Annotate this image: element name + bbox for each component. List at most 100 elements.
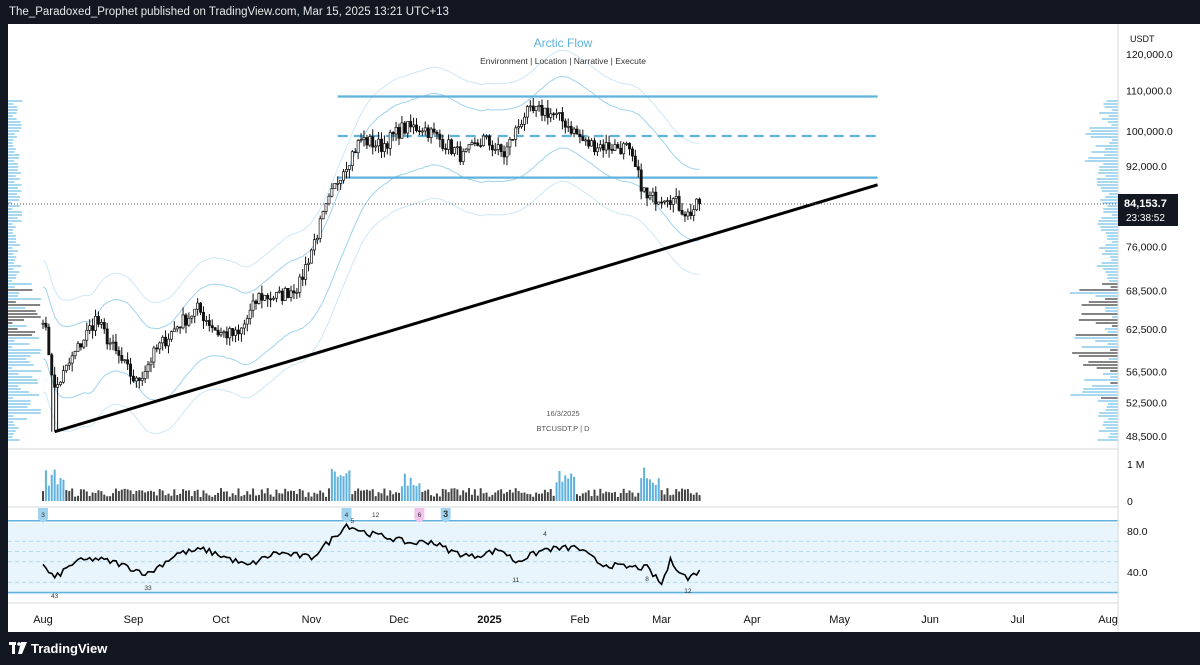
volume-profile-bar-left (8, 355, 31, 357)
volume-bar (290, 490, 293, 501)
volume-bar (608, 492, 611, 501)
volume-profile-bar-left (8, 328, 18, 330)
candle-body (426, 127, 430, 138)
candle-body (566, 125, 570, 128)
volume-bar (164, 495, 167, 501)
candle-body (628, 143, 631, 150)
volume-bar (65, 490, 68, 501)
volume-profile-bar-right (1085, 133, 1118, 135)
candle-body (164, 336, 168, 347)
candle-body (199, 302, 203, 313)
candle-body (377, 138, 381, 147)
volume-bar (249, 494, 252, 501)
volume-profile-bar-right (1096, 367, 1118, 369)
candle-body (595, 147, 599, 153)
volume-bar (567, 478, 570, 501)
candle-body (362, 137, 366, 140)
volume-profile-bar-right (1102, 373, 1118, 375)
candle-body (117, 350, 121, 356)
candle-body (683, 213, 687, 217)
volume-profile-bar-right (1106, 100, 1118, 102)
trendline-layer[interactable] (54, 183, 878, 434)
volume-profile-bar-right (1098, 172, 1118, 174)
volume-profile-bar-right (1107, 403, 1118, 405)
candle-body (441, 139, 445, 149)
volume-profile-bar-left (8, 208, 13, 210)
volume-bar (170, 495, 173, 501)
volume-bar (196, 489, 199, 501)
support-trendline[interactable] (54, 183, 878, 434)
candle-body (555, 112, 559, 116)
candle-body (616, 144, 620, 149)
volume-bar (205, 493, 208, 501)
volume-profile-bar-left (8, 304, 41, 306)
volume-bar (263, 493, 266, 501)
volume-bar (365, 489, 368, 501)
candle-body (657, 201, 661, 205)
volume-profile-bar-right (1110, 370, 1118, 372)
candle-body (149, 361, 153, 366)
volume-profile-bar-right (1100, 226, 1118, 228)
volume-bar (71, 488, 74, 501)
candle-body (272, 297, 275, 300)
volume-bar (219, 488, 222, 501)
volume-bar (637, 492, 640, 501)
candle-body (432, 128, 436, 133)
tradingview-logo-icon (9, 642, 27, 654)
candle-body (476, 142, 480, 146)
volume-bar (578, 495, 581, 501)
candle-body (677, 196, 681, 211)
signal-marker-badge (38, 508, 48, 523)
volume-profile-bar-right (1105, 232, 1118, 234)
candle-body (99, 322, 103, 325)
candle-body (327, 195, 331, 205)
volume-bar (397, 492, 400, 501)
volume-profile-bar-right (1104, 154, 1118, 156)
volume-bar (327, 488, 330, 501)
candle-body (56, 384, 60, 388)
candle-body (388, 132, 392, 149)
volume-profile-bar-right (1105, 196, 1118, 198)
volume-profile-bar-left (8, 160, 14, 162)
volume-profile-bar-right (1101, 118, 1118, 120)
volume-profile-bar-right (1095, 295, 1118, 297)
candle-body (642, 187, 646, 192)
candle-body (304, 264, 308, 280)
volume-profile-bar-right (1088, 361, 1118, 363)
volume-bar (549, 489, 552, 501)
candle-body (324, 203, 328, 212)
volume-profile-bar-left (8, 247, 13, 249)
volume-bar (112, 493, 115, 501)
volume-profile-bar-right (1109, 142, 1118, 144)
candle-body (248, 309, 252, 319)
candle-body (108, 342, 112, 345)
volume-profile-bar-right (1105, 298, 1118, 300)
volume-profile-bar-left (8, 163, 18, 165)
volume-profile-bar-right (1070, 394, 1118, 396)
candle-body (534, 106, 538, 112)
publisher-bar: The_Paradoxed_Prophet published on Tradi… (0, 0, 1200, 24)
volume-profile-bar-right (1107, 418, 1118, 420)
candle-body (158, 342, 162, 350)
candle-body (698, 198, 702, 204)
volume-bar (590, 496, 593, 501)
volume-profile-bar-right (1090, 136, 1118, 138)
candle-body (64, 364, 68, 371)
range-levels[interactable] (337, 95, 878, 179)
time-tick-label: May (829, 614, 850, 626)
candle-body (274, 291, 278, 299)
volume-bar (523, 492, 526, 501)
candle-body (537, 104, 541, 107)
volume-bar (643, 467, 646, 501)
envelope-band (42, 49, 700, 304)
symbol-line: BTCUSDT.P | D (536, 424, 590, 433)
candle-body (134, 377, 138, 382)
candle-body (587, 139, 591, 147)
price-axis-panel[interactable] (1118, 24, 1200, 632)
volume-bar (689, 493, 692, 501)
candle-body (225, 331, 229, 339)
price-tick-label: 92,000.0 (1126, 161, 1167, 173)
candle-body (380, 138, 383, 152)
candle-body (514, 127, 518, 140)
